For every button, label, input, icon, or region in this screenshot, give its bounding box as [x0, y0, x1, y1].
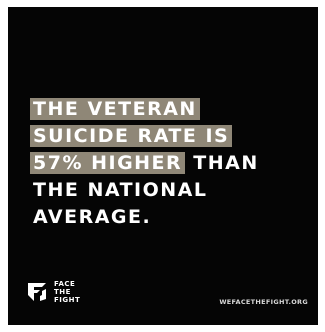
logo-word-2: THE: [54, 288, 71, 296]
headline-line-5: AVERAGE.: [33, 206, 152, 228]
highlighted-text: THE VETERAN: [30, 98, 200, 120]
headline-line-3: 57% HIGHER THAN: [30, 150, 259, 177]
headline-line-1: THE VETERAN: [30, 96, 259, 123]
plain-text: THAN: [185, 152, 259, 174]
social-post-card: THE VETERAN SUICIDE RATE IS 57% HIGHER T…: [8, 7, 318, 325]
headline: THE VETERAN SUICIDE RATE IS 57% HIGHER T…: [30, 96, 259, 231]
logo-word-1: FACE: [54, 280, 76, 288]
logo-wordmark: FACE THE FIGHT: [54, 280, 80, 304]
headline-line-4: THE NATIONAL: [33, 179, 208, 201]
highlighted-text: SUICIDE RATE IS: [30, 125, 233, 147]
headline-line-2: SUICIDE RATE IS: [30, 123, 259, 150]
logo-word-3: FIGHT: [54, 296, 81, 304]
website-url: WEFACETHEFIGHT.ORG: [219, 298, 308, 306]
face-the-fight-emblem-icon: [28, 283, 46, 301]
face-the-fight-logo: FACE THE FIGHT: [26, 280, 80, 304]
highlighted-text: 57% HIGHER: [30, 152, 186, 174]
